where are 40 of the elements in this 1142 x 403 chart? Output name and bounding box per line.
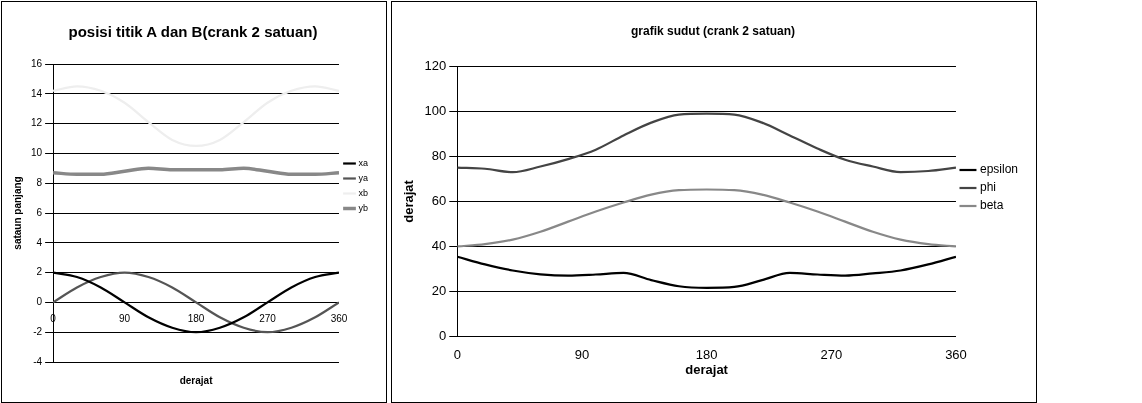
y-tick-label: 0 (439, 327, 447, 343)
y-tick-label: 120 (424, 57, 447, 73)
y-tick-label: -2 (33, 325, 43, 337)
y-tick-label: 6 (36, 206, 43, 218)
x-tick-label: 180 (695, 346, 718, 362)
legend-label: yb (358, 202, 369, 213)
y-tick-label: 8 (36, 176, 43, 188)
x-tick-label: 90 (574, 346, 590, 362)
y-tick-label: 0 (36, 296, 43, 308)
y-tick-label: -4 (33, 355, 43, 367)
x-tick-label: 180 (187, 313, 205, 325)
x-tick-label: 360 (330, 313, 348, 325)
y-tick-label: 10 (31, 147, 43, 159)
legend-label: beta (979, 198, 1004, 213)
y-tick-label: 40 (431, 237, 447, 253)
x-tick-label: 90 (119, 313, 131, 325)
y-tick-label: 4 (36, 236, 43, 248)
y-tick-label: 12 (31, 117, 43, 129)
x-axis-title: derajat (179, 374, 214, 386)
x-tick-label: 360 (945, 346, 967, 362)
x-tick-label: 270 (259, 313, 277, 325)
y-tick-label: 80 (431, 147, 447, 163)
legend-label: xb (358, 187, 369, 198)
y-axis-title: derajat (401, 179, 417, 223)
chart-title: posisi titik A dan B(crank 2 satuan) (68, 23, 318, 41)
x-tick-label: 270 (820, 346, 843, 362)
y-tick-label: 2 (36, 266, 43, 278)
y-tick-label: 16 (31, 57, 43, 69)
legend-label: phi (979, 180, 996, 195)
x-axis-title: derajat (685, 362, 729, 378)
y-tick-label: 14 (31, 87, 43, 99)
legend-label: ya (358, 172, 369, 183)
chart-title: grafik sudut (crank 2 satuan) (630, 23, 796, 38)
legend-label: xa (358, 157, 369, 168)
legend-label: epsilon (979, 162, 1018, 177)
y-tick-label: 60 (431, 192, 447, 208)
y-tick-label: 100 (424, 102, 447, 118)
y-tick-label: 20 (431, 282, 447, 298)
x-tick-label: 0 (453, 346, 461, 362)
y-axis-title: sataun panjang (11, 176, 23, 250)
